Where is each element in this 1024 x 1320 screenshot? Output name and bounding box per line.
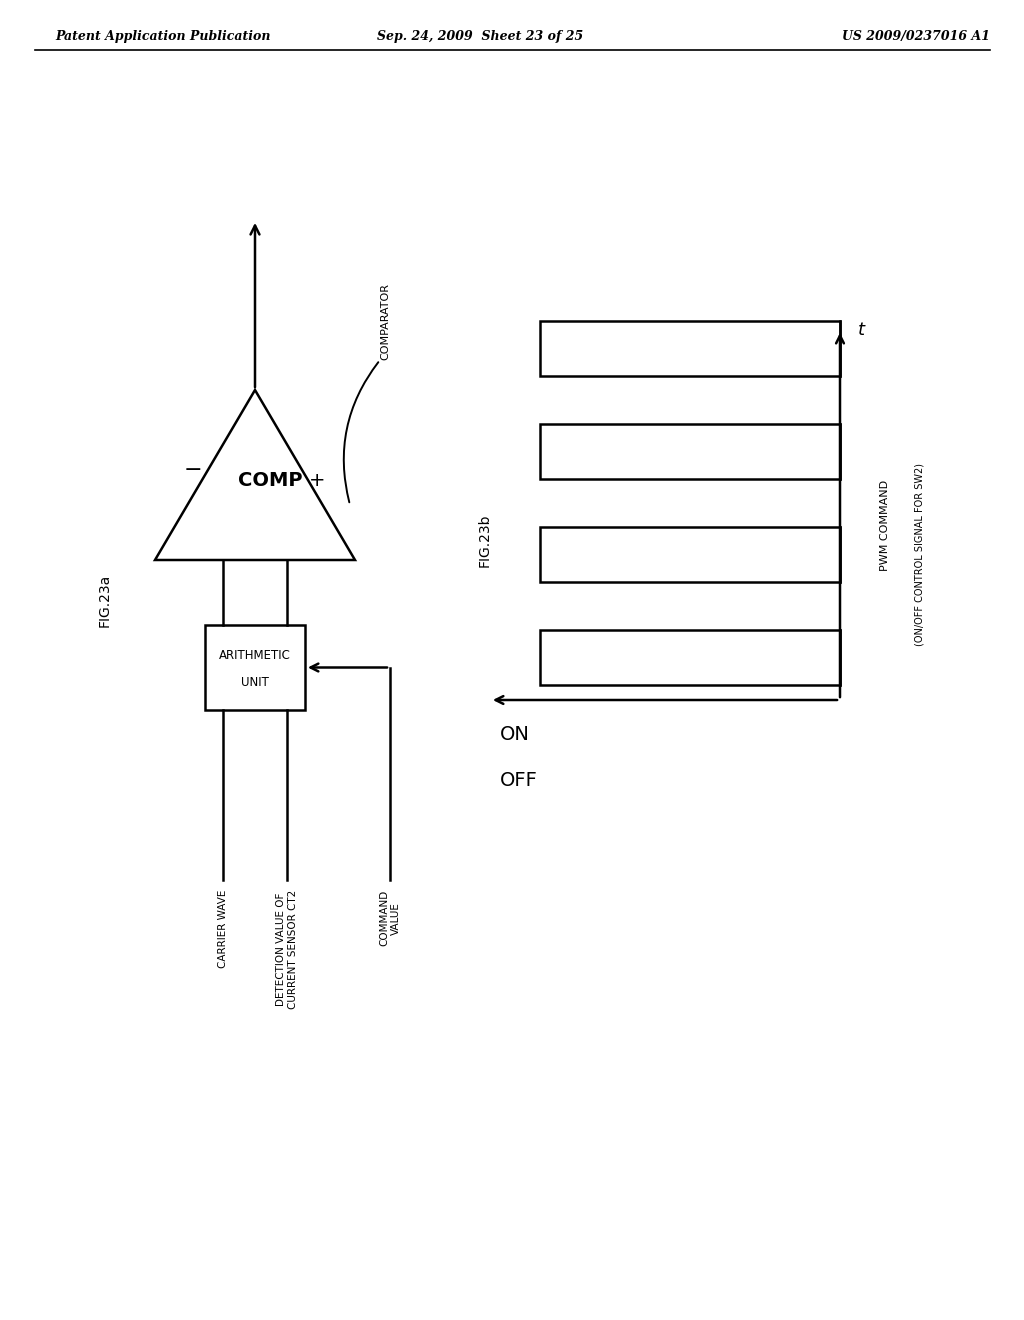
Text: t: t <box>858 321 865 339</box>
Text: +: + <box>309 470 326 490</box>
Text: UNIT: UNIT <box>241 676 269 689</box>
Text: FIG.23b: FIG.23b <box>478 513 492 566</box>
Text: (ON/OFF CONTROL SIGNAL FOR SW2): (ON/OFF CONTROL SIGNAL FOR SW2) <box>915 463 925 647</box>
Text: PWM COMMAND: PWM COMMAND <box>880 479 890 570</box>
Text: DETECTION VALUE OF
CURRENT SENSOR CT2: DETECTION VALUE OF CURRENT SENSOR CT2 <box>276 890 298 1010</box>
Text: FIG.23a: FIG.23a <box>98 573 112 627</box>
Text: OFF: OFF <box>500 771 538 789</box>
Text: Sep. 24, 2009  Sheet 23 of 25: Sep. 24, 2009 Sheet 23 of 25 <box>377 30 583 44</box>
Text: COMP: COMP <box>238 470 302 490</box>
Text: ON: ON <box>500 726 529 744</box>
Text: ARITHMETIC: ARITHMETIC <box>219 649 291 663</box>
Text: CARRIER WAVE: CARRIER WAVE <box>218 890 228 969</box>
Text: COMMAND
VALUE: COMMAND VALUE <box>379 890 400 946</box>
Text: US 2009/0237016 A1: US 2009/0237016 A1 <box>842 30 990 44</box>
Text: −: − <box>183 459 203 480</box>
Text: Patent Application Publication: Patent Application Publication <box>55 30 270 44</box>
Text: COMPARATOR: COMPARATOR <box>380 282 390 360</box>
